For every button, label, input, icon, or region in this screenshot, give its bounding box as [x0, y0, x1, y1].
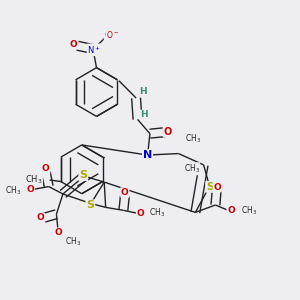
Text: S: S — [86, 200, 94, 210]
Text: CH$_3$: CH$_3$ — [149, 206, 166, 219]
Text: N: N — [90, 45, 98, 55]
Text: H: H — [139, 87, 146, 96]
Text: CH$_3$: CH$_3$ — [5, 185, 21, 197]
Text: O: O — [213, 183, 221, 192]
Text: O: O — [42, 164, 50, 173]
Text: O: O — [121, 188, 129, 197]
Text: O: O — [136, 209, 144, 218]
Text: N: N — [143, 150, 152, 160]
Text: CH$_3$: CH$_3$ — [185, 133, 201, 145]
Text: O: O — [54, 228, 62, 237]
Text: O: O — [104, 32, 112, 40]
Text: CH$_3$: CH$_3$ — [242, 204, 257, 217]
Text: CH$_3$: CH$_3$ — [184, 163, 200, 175]
Text: O: O — [70, 40, 78, 49]
Text: CH$_3$: CH$_3$ — [65, 235, 81, 247]
Text: O: O — [26, 185, 34, 194]
Text: H: H — [140, 110, 148, 119]
Text: N$^+$: N$^+$ — [87, 44, 101, 56]
Text: S: S — [206, 182, 214, 192]
Text: O: O — [227, 206, 235, 215]
Text: O: O — [37, 213, 44, 222]
Text: O: O — [164, 127, 172, 136]
Text: O$^-$: O$^-$ — [106, 29, 119, 40]
Text: S: S — [79, 170, 87, 180]
Text: CH$_3$: CH$_3$ — [25, 173, 43, 186]
